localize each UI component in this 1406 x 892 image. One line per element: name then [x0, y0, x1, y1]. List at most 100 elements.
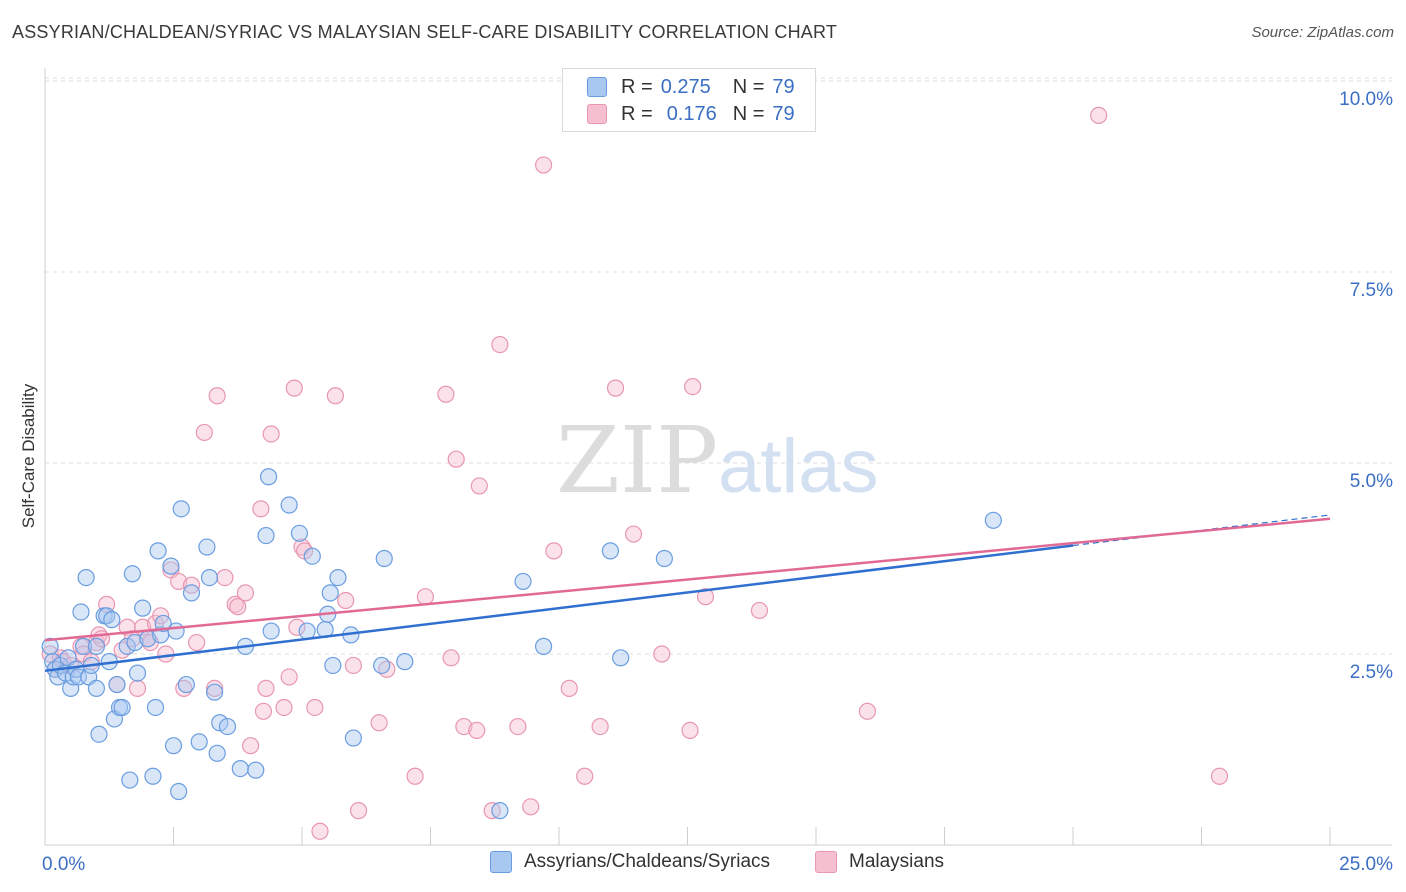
malaysian-point: [750, 601, 769, 620]
malaysian-point: [128, 679, 147, 697]
r-value: 0.275: [660, 75, 711, 98]
malaysian-point: [288, 618, 306, 636]
assyrian-point: [231, 759, 249, 778]
assyrian-point: [303, 547, 321, 565]
x-tick-label: 0.0%: [42, 854, 85, 875]
malaysian-point: [285, 379, 303, 397]
malaysian-point: [447, 450, 465, 468]
malaysian-point: [280, 668, 298, 686]
assyrian-point: [182, 584, 201, 602]
malaysian-point: [216, 568, 234, 587]
assyrian-point: [534, 637, 553, 655]
malaysian-point: [254, 702, 273, 720]
malaysian-point: [858, 702, 877, 720]
malaysian-point: [681, 721, 699, 740]
assyrian-point: [324, 656, 342, 675]
assyrian-point: [144, 767, 162, 785]
malaysian-point: [188, 633, 206, 652]
assyrian-point: [113, 698, 131, 717]
malaysian-point: [534, 156, 553, 174]
malaysian-point: [252, 500, 270, 518]
malaysian-point: [1090, 106, 1108, 124]
assyrians-trend-extension: [1072, 514, 1331, 547]
malaysian-point: [442, 649, 460, 667]
malaysian-point: [349, 802, 368, 820]
y-tick-label: 2.5%: [1350, 662, 1393, 683]
y-axis-label: Self-Care Disability: [19, 383, 38, 528]
assyrian-point: [167, 622, 185, 640]
assyrian-point: [87, 637, 106, 655]
malaysian-point: [491, 335, 509, 354]
assyrian-point: [612, 649, 630, 667]
assyrian-point: [655, 549, 673, 568]
assyrian-point: [200, 568, 219, 587]
assyrian-point: [87, 679, 106, 697]
watermark-zip: ZIP: [556, 407, 718, 514]
assyrian-point: [218, 717, 237, 736]
x-tick-label: 25.0%: [1339, 854, 1393, 875]
malaysian-point: [470, 477, 488, 495]
n-value: 79: [772, 102, 795, 125]
assyrian-point: [172, 500, 190, 518]
assyrian-point: [77, 568, 95, 587]
assyrian-point: [257, 526, 275, 545]
malaysian-point: [262, 425, 280, 443]
r-label: R =: [621, 102, 653, 125]
blue-swatch: [587, 77, 607, 97]
assyrian-point: [108, 675, 126, 694]
assyrian-point: [984, 511, 1002, 529]
assyrian-point: [396, 653, 414, 671]
malaysian-point: [226, 595, 244, 613]
gridlines: [45, 77, 1392, 655]
legend-assyrians: Assyrians/Chaldeans/Syriacs: [490, 851, 770, 873]
malaysians-trend-line: [44, 517, 1331, 642]
malaysian-point: [370, 714, 388, 732]
assyrian-point: [344, 729, 362, 747]
source-label: Source: ZipAtlas.com: [1251, 24, 1394, 41]
assyrian-point: [601, 542, 620, 560]
malaysian-point: [522, 798, 540, 816]
assyrian-point: [170, 782, 188, 801]
assyrians-trend-line: [44, 544, 1074, 673]
malaysian-point: [229, 598, 247, 616]
malaysian-point: [455, 717, 473, 736]
malaysian-point: [275, 698, 293, 717]
malaysian-point: [311, 822, 329, 840]
assyrian-point: [72, 603, 90, 621]
malaysian-point: [306, 698, 324, 717]
assyrians-points: [41, 468, 1002, 820]
legend-assyrians-label: Assyrians/Chaldeans/Syriacs: [524, 851, 771, 872]
assyrian-point: [118, 637, 136, 655]
malaysian-point: [257, 679, 275, 697]
malaysians-points: [41, 106, 1229, 840]
assyrian-point: [514, 572, 532, 591]
malaysian-point: [545, 542, 563, 560]
assyrian-point: [298, 622, 316, 640]
assyrian-point: [247, 761, 265, 779]
malaysian-point: [242, 737, 260, 755]
malaysian-point: [344, 656, 362, 675]
assyrian-point: [280, 496, 298, 514]
assyrian-point: [375, 549, 393, 568]
correlation-legend: R = 0.275 N = 79 R = 0.176 N = 79: [562, 68, 816, 132]
n-label: N =: [732, 75, 765, 98]
assyrian-point: [208, 744, 226, 762]
assyrian-point: [74, 637, 93, 655]
assyrian-point: [177, 675, 195, 694]
malaysian-point: [170, 572, 188, 591]
malaysian-point: [195, 423, 213, 442]
assyrian-point: [121, 771, 139, 789]
assyrian-point: [90, 725, 108, 743]
legend-malaysians-label: Malaysians: [849, 851, 945, 872]
malaysian-point: [236, 584, 255, 602]
assyrian-point: [162, 557, 180, 575]
assyrian-point: [190, 733, 208, 751]
legend-row-malaysians: R = 0.176 N = 79: [587, 102, 795, 126]
blue-swatch: [490, 851, 512, 873]
assyrian-point: [198, 538, 216, 556]
assyrian-point: [262, 622, 280, 640]
y-tick-label: 10.0%: [1339, 89, 1393, 110]
malaysian-point: [416, 588, 434, 606]
malaysian-point: [468, 721, 486, 740]
